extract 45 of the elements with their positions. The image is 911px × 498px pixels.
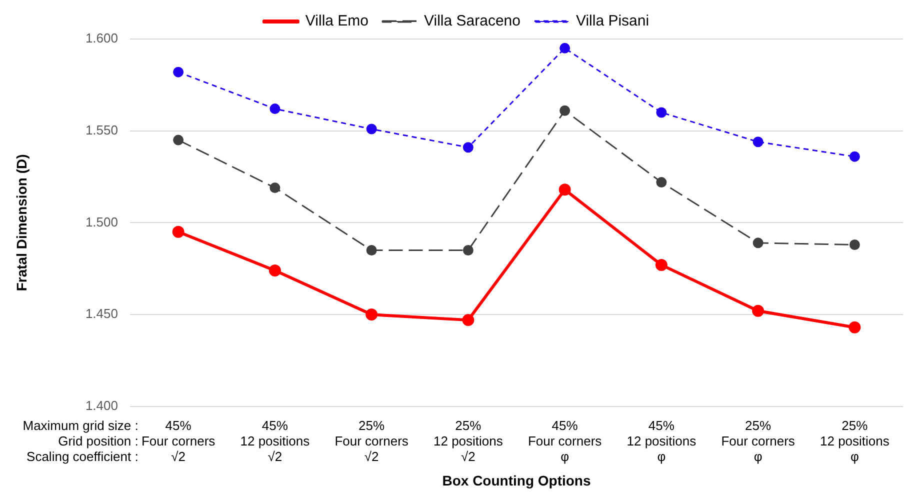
y-tick-label: 1.500	[85, 214, 118, 230]
point	[560, 105, 570, 116]
y-tick-label: 1.600	[85, 30, 118, 46]
x-tick-label: 25% 12 positions φ	[820, 418, 890, 464]
point	[656, 107, 667, 118]
x-tick-label: 45% Four corners φ	[528, 418, 602, 464]
point	[366, 124, 377, 134]
legend-label: Villa Saraceno	[424, 12, 520, 30]
text: Grid position :	[58, 433, 138, 448]
y-tick-label: 1.400	[85, 398, 118, 413]
point	[558, 184, 571, 196]
x-tick-label: 25% Four corners √2	[334, 418, 409, 464]
text: Maximum grid size :	[22, 418, 138, 433]
x-tick-label: 25% Four corners φ	[721, 418, 796, 464]
point	[752, 304, 764, 317]
point	[656, 177, 667, 188]
x-tick-label: 45% Four corners √2	[141, 418, 216, 464]
point	[752, 136, 764, 148]
point	[462, 245, 474, 256]
x-tick-label: 25% 12 positions √2	[433, 418, 504, 464]
point	[462, 314, 474, 326]
legend-label: Villa Emo	[305, 12, 369, 30]
y-tick-label: 1.550	[85, 122, 118, 138]
point	[560, 42, 570, 54]
point	[173, 66, 184, 78]
point	[655, 258, 668, 271]
point	[752, 238, 764, 248]
point	[270, 104, 280, 114]
point	[849, 151, 860, 162]
x-tick-label: 45% 12 positions √2	[240, 418, 310, 464]
x-axis-title: Box Counting Options	[442, 472, 591, 488]
point	[366, 245, 377, 256]
point	[172, 226, 184, 238]
point	[848, 321, 861, 334]
point	[849, 239, 860, 250]
x-tick-label: 45% 12 positions φ	[626, 418, 697, 464]
point	[268, 264, 281, 276]
point	[366, 308, 378, 321]
y-tick-label: 1.450	[85, 306, 118, 322]
point	[173, 134, 184, 146]
y-axis-title: Fratal Dimension (D)	[13, 154, 30, 292]
text: Scaling coefficient :	[26, 448, 138, 464]
point	[462, 142, 474, 153]
point	[270, 182, 280, 194]
legend-label: Villa Pisani	[576, 12, 650, 30]
